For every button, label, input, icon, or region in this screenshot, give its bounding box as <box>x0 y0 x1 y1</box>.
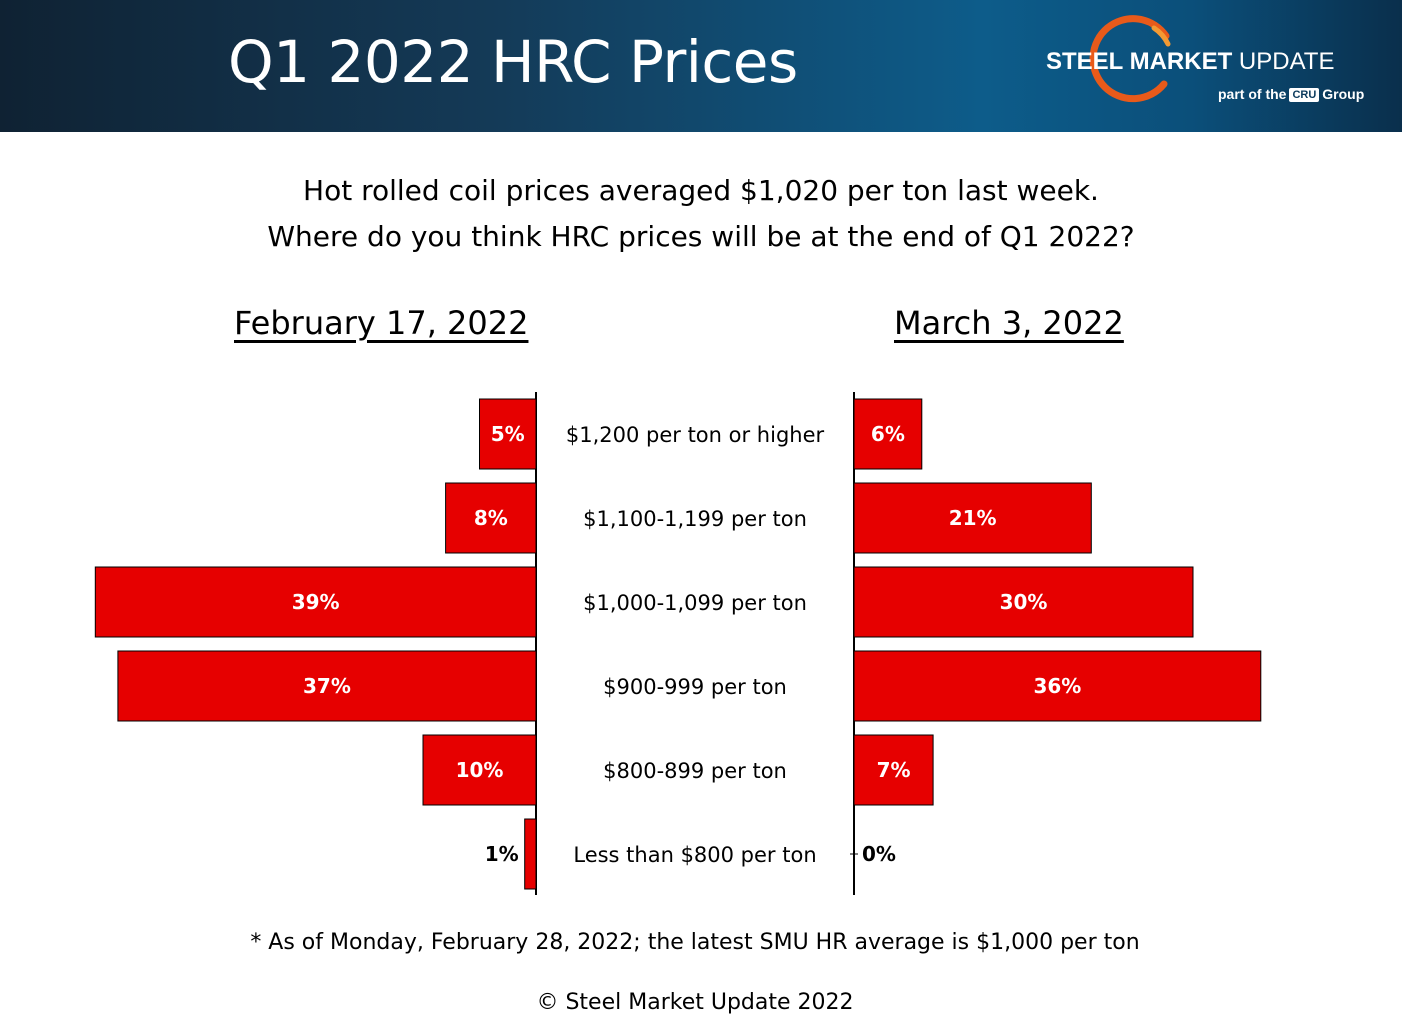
header-banner: Q1 2022 HRC Prices STEEL MARKET UPDATE p… <box>0 0 1402 132</box>
bar-label-mar3: 7% <box>877 758 911 782</box>
copyright: © Steel Market Update 2022 <box>536 990 854 1015</box>
question-line-2: Where do you think HRC prices will be at… <box>267 220 1135 253</box>
series-date-left: February 17, 2022 <box>234 304 529 342</box>
category-label: $1,100-1,199 per ton <box>583 507 807 531</box>
logo-tagline: part of the CRU Group <box>1218 86 1365 102</box>
bar-mar3 <box>853 566 1194 638</box>
bar-feb17 <box>479 398 537 470</box>
logo-arc-icon <box>1089 15 1171 103</box>
bar-mar3 <box>853 734 934 806</box>
bar-label-feb17: 39% <box>292 590 340 614</box>
cru-badge: CRU <box>1289 88 1320 102</box>
category-label: $900-999 per ton <box>603 675 787 699</box>
bar-mar3 <box>853 398 923 470</box>
category-label: $800-899 per ton <box>603 759 787 783</box>
bar-label-feb17: 37% <box>303 674 351 698</box>
bar-label-feb17: 5% <box>491 422 525 446</box>
bar-label-mar3: 0% <box>862 842 896 866</box>
page-title: Q1 2022 HRC Prices <box>228 28 798 96</box>
bar-feb17 <box>445 482 537 554</box>
series-date-right: March 3, 2022 <box>894 304 1124 342</box>
logo-wordmark: STEEL MARKET UPDATE <box>1046 48 1335 75</box>
category-label: Less than $800 per ton <box>573 843 816 867</box>
butterfly-bar-chart: $1,200 per ton or higher 5% 6% $1,100-1,199… <box>94 392 1262 895</box>
bar-mar3 <box>853 482 1092 554</box>
bar-mar3 <box>853 650 1262 722</box>
bar-feb17 <box>422 734 537 806</box>
bar-label-mar3: 6% <box>871 422 905 446</box>
question-line-1: Hot rolled coil prices averaged $1,020 p… <box>303 174 1099 207</box>
smu-logo: STEEL MARKET UPDATE part of the CRU Group <box>1040 14 1380 118</box>
bar-label-feb17: 10% <box>456 758 504 782</box>
bar-feb17 <box>524 818 537 890</box>
bar-label-mar3: 21% <box>949 506 997 530</box>
bar-feb17 <box>117 650 537 722</box>
bar-label-mar3: 30% <box>1000 590 1048 614</box>
bar-label-mar3: 36% <box>1033 674 1081 698</box>
bar-feb17 <box>94 566 537 638</box>
footnote: * As of Monday, February 28, 2022; the l… <box>250 930 1140 955</box>
bar-label-feb17: 8% <box>474 506 508 530</box>
category-label: $1,200 per ton or higher <box>566 423 825 447</box>
category-label: $1,000-1,099 per ton <box>583 591 807 615</box>
bar-label-feb17: 1% <box>485 842 519 866</box>
